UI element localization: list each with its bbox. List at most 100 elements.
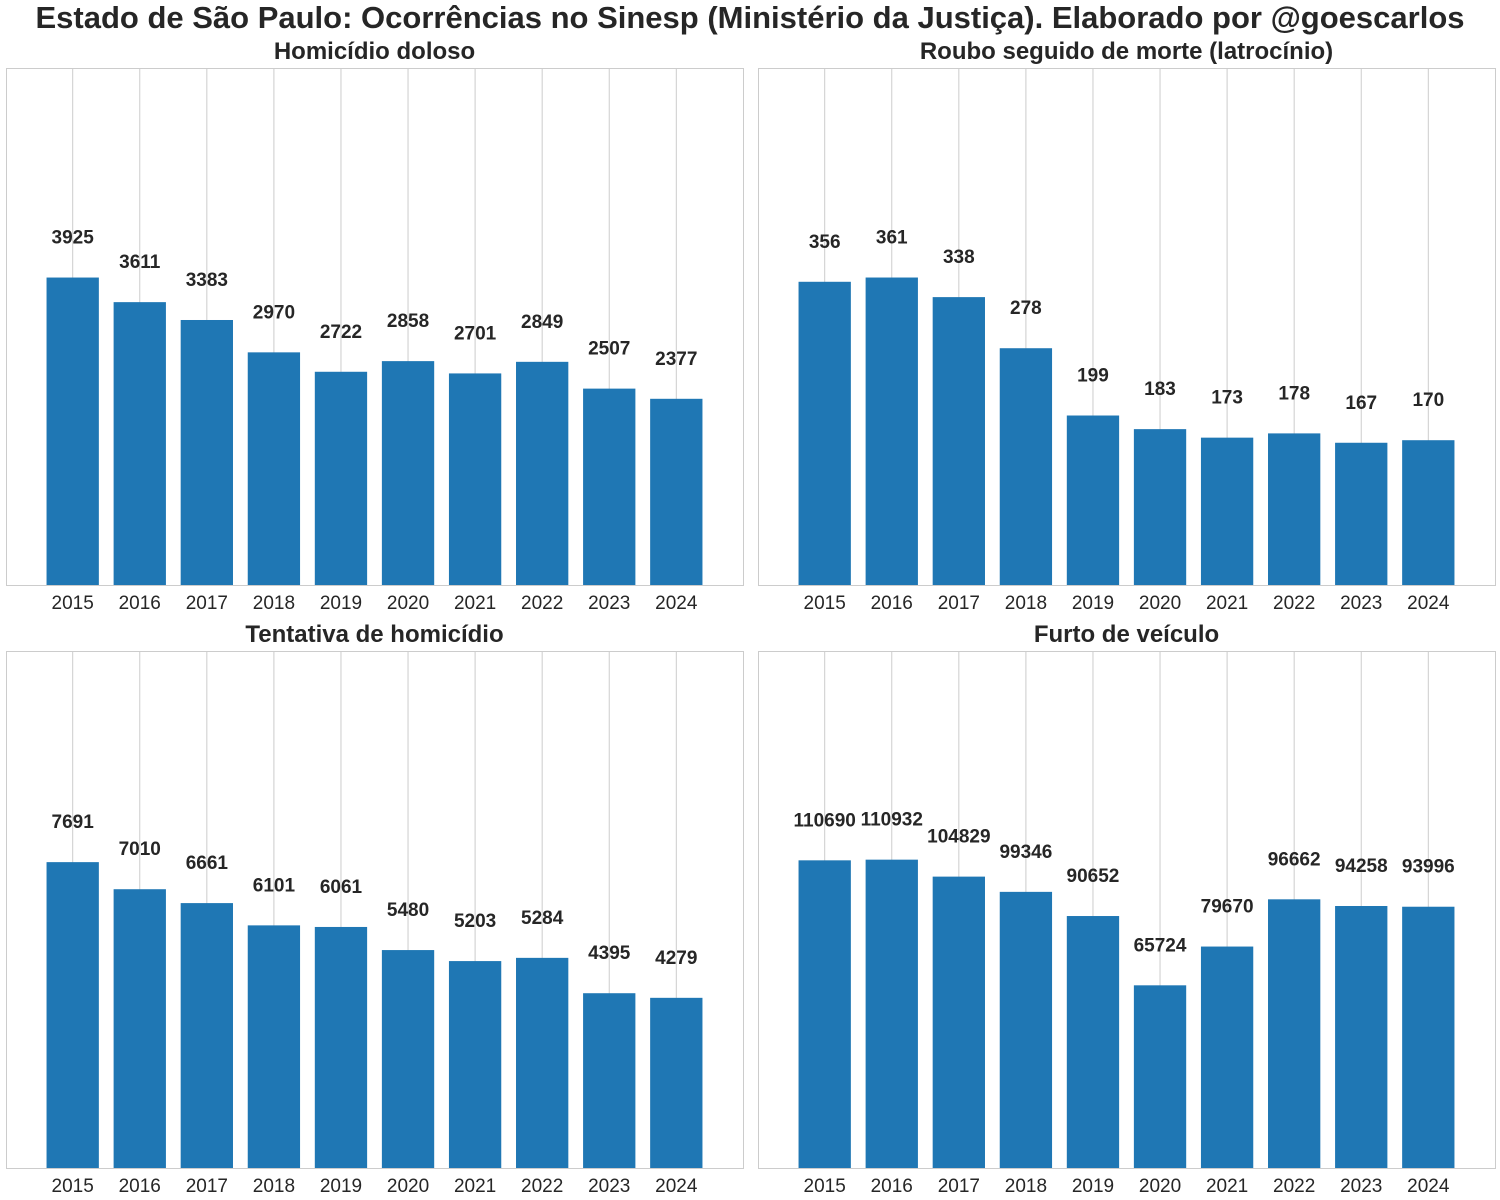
bar-latrocinio-2019 bbox=[1066, 415, 1120, 585]
x-tick-label-homicidio-doloso-2020: 2020 bbox=[387, 593, 429, 614]
data-label-homicidio-doloso-2018: 2970 bbox=[253, 302, 295, 323]
data-label-tentativa-homicidio-2023: 4395 bbox=[588, 943, 631, 964]
bar-homicidio-doloso-2023 bbox=[583, 388, 636, 585]
bar-latrocinio-2024 bbox=[1402, 440, 1455, 585]
x-tick-label-tentativa-homicidio-2022: 2022 bbox=[521, 1176, 563, 1197]
data-label-latrocinio-2019: 199 bbox=[1077, 366, 1109, 387]
bar-latrocinio-2023 bbox=[1335, 442, 1388, 585]
data-label-latrocinio-2016: 361 bbox=[876, 228, 908, 249]
bar-homicidio-doloso-2020 bbox=[381, 361, 435, 585]
x-tick-label-tentativa-homicidio-2018: 2018 bbox=[253, 1176, 295, 1197]
chart-panel-latrocinio: 356 2015 361 2016 338 2017 278 2018 199 2019 183 20… bbox=[758, 68, 1496, 614]
data-label-latrocinio-2017: 338 bbox=[943, 247, 975, 268]
x-tick-label-homicidio-doloso-2018: 2018 bbox=[253, 593, 295, 614]
chart-title-latrocinio: Roubo seguido de morte (latrocínio) bbox=[919, 38, 1334, 65]
bar-latrocinio-2018 bbox=[999, 348, 1053, 585]
bar-tentativa-homicidio-2016 bbox=[113, 889, 166, 1168]
x-tick-label-homicidio-doloso-2016: 2016 bbox=[119, 593, 161, 614]
x-tick-label-tentativa-homicidio-2015: 2015 bbox=[52, 1176, 94, 1197]
x-tick-label-furto-veiculo-2022: 2022 bbox=[1273, 1176, 1315, 1197]
bar-tentativa-homicidio-2017 bbox=[180, 903, 233, 1168]
data-label-homicidio-doloso-2023: 2507 bbox=[588, 339, 630, 360]
x-tick-label-tentativa-homicidio-2019: 2019 bbox=[320, 1176, 362, 1197]
bar-tentativa-homicidio-2018 bbox=[247, 925, 301, 1168]
data-label-latrocinio-2024: 170 bbox=[1412, 390, 1444, 411]
x-tick-label-latrocinio-2022: 2022 bbox=[1273, 593, 1315, 614]
bar-homicidio-doloso-2016 bbox=[113, 302, 166, 585]
data-label-tentativa-homicidio-2021: 5203 bbox=[454, 911, 496, 932]
x-tick-label-furto-veiculo-2019: 2019 bbox=[1072, 1176, 1114, 1197]
x-tick-label-tentativa-homicidio-2020: 2020 bbox=[387, 1176, 429, 1197]
chart-title-furto-veiculo: Furto de veículo bbox=[1033, 621, 1220, 648]
data-label-furto-veiculo-2023: 94258 bbox=[1335, 856, 1388, 877]
chart-frame bbox=[6, 68, 744, 586]
x-tick-label-furto-veiculo-2015: 2015 bbox=[804, 1176, 846, 1197]
bar-latrocinio-2020 bbox=[1133, 429, 1187, 585]
bar-homicidio-doloso-2019 bbox=[314, 371, 368, 585]
x-tick-label-furto-veiculo-2016: 2016 bbox=[871, 1176, 913, 1197]
x-tick-label-furto-veiculo-2023: 2023 bbox=[1340, 1176, 1382, 1197]
data-label-tentativa-homicidio-2022: 5284 bbox=[521, 908, 564, 929]
data-label-furto-veiculo-2015: 110690 bbox=[794, 810, 856, 831]
bar-furto-veiculo-2020 bbox=[1133, 985, 1187, 1168]
bar-homicidio-doloso-2021 bbox=[448, 373, 502, 585]
bar-homicidio-doloso-2015 bbox=[46, 277, 99, 585]
data-label-latrocinio-2022: 178 bbox=[1278, 383, 1310, 404]
x-tick-label-homicidio-doloso-2023: 2023 bbox=[588, 593, 630, 614]
data-label-homicidio-doloso-2019: 2722 bbox=[320, 322, 362, 343]
data-label-tentativa-homicidio-2017: 6661 bbox=[186, 853, 229, 874]
bar-tentativa-homicidio-2020 bbox=[381, 950, 435, 1168]
x-tick-label-homicidio-doloso-2017: 2017 bbox=[186, 593, 228, 614]
data-label-tentativa-homicidio-2020: 5480 bbox=[387, 900, 429, 921]
data-label-latrocinio-2021: 173 bbox=[1211, 388, 1243, 409]
x-tick-label-latrocinio-2015: 2015 bbox=[804, 593, 846, 614]
chart-title-tentativa-homicidio: Tentativa de homicídio bbox=[245, 621, 504, 648]
bar-furto-veiculo-2017 bbox=[932, 876, 985, 1168]
chart-panel-furto-veiculo: 110690 2015 110932 2016 104829 2017 99346 2018 9… bbox=[758, 651, 1496, 1197]
bar-tentativa-homicidio-2021 bbox=[448, 961, 502, 1168]
bar-tentativa-homicidio-2019 bbox=[314, 926, 368, 1168]
bar-furto-veiculo-2021 bbox=[1200, 946, 1254, 1168]
x-tick-label-tentativa-homicidio-2016: 2016 bbox=[119, 1176, 161, 1197]
x-tick-label-latrocinio-2016: 2016 bbox=[871, 593, 913, 614]
x-tick-label-latrocinio-2019: 2019 bbox=[1072, 593, 1114, 614]
data-label-furto-veiculo-2022: 96662 bbox=[1268, 849, 1321, 870]
bar-tentativa-homicidio-2022 bbox=[516, 957, 569, 1168]
data-label-homicidio-doloso-2016: 3611 bbox=[119, 252, 161, 273]
bar-homicidio-doloso-2018 bbox=[247, 352, 301, 585]
x-tick-label-tentativa-homicidio-2024: 2024 bbox=[655, 1176, 698, 1197]
x-tick-label-homicidio-doloso-2015: 2015 bbox=[52, 593, 94, 614]
data-label-tentativa-homicidio-2016: 7010 bbox=[119, 839, 161, 860]
bar-homicidio-doloso-2017 bbox=[180, 319, 233, 585]
data-label-furto-veiculo-2024: 93996 bbox=[1402, 857, 1455, 878]
x-tick-label-latrocinio-2020: 2020 bbox=[1139, 593, 1181, 614]
x-tick-label-homicidio-doloso-2019: 2019 bbox=[320, 593, 362, 614]
data-label-latrocinio-2020: 183 bbox=[1144, 379, 1176, 400]
x-tick-label-furto-veiculo-2017: 2017 bbox=[938, 1176, 980, 1197]
bar-latrocinio-2015 bbox=[798, 281, 851, 585]
x-tick-label-latrocinio-2024: 2024 bbox=[1407, 593, 1450, 614]
chart-frame bbox=[758, 68, 1496, 586]
x-tick-label-furto-veiculo-2021: 2021 bbox=[1206, 1176, 1248, 1197]
data-label-latrocinio-2018: 278 bbox=[1010, 298, 1042, 319]
x-tick-label-tentativa-homicidio-2021: 2021 bbox=[454, 1176, 496, 1197]
data-label-tentativa-homicidio-2024: 4279 bbox=[655, 948, 697, 969]
data-label-furto-veiculo-2016: 110932 bbox=[861, 810, 923, 831]
x-tick-label-latrocinio-2017: 2017 bbox=[938, 593, 980, 614]
data-label-furto-veiculo-2021: 79670 bbox=[1201, 897, 1254, 918]
chart-panel-tentativa-homicidio: 7691 2015 7010 2016 6661 2017 6101 2018 6061 2019… bbox=[6, 651, 744, 1197]
x-tick-label-latrocinio-2018: 2018 bbox=[1005, 593, 1047, 614]
data-label-tentativa-homicidio-2015: 7691 bbox=[52, 812, 95, 833]
data-label-homicidio-doloso-2015: 3925 bbox=[52, 228, 95, 249]
bar-furto-veiculo-2023 bbox=[1335, 906, 1388, 1168]
data-label-furto-veiculo-2020: 65724 bbox=[1134, 935, 1187, 956]
data-label-furto-veiculo-2018: 99346 bbox=[999, 842, 1052, 863]
data-label-homicidio-doloso-2017: 3383 bbox=[186, 270, 228, 291]
bar-tentativa-homicidio-2023 bbox=[583, 993, 636, 1168]
bar-tentativa-homicidio-2024 bbox=[650, 997, 703, 1168]
x-tick-label-latrocinio-2023: 2023 bbox=[1340, 593, 1382, 614]
x-tick-label-furto-veiculo-2020: 2020 bbox=[1139, 1176, 1181, 1197]
bar-furto-veiculo-2024 bbox=[1402, 906, 1455, 1168]
figure-title: Estado de São Paulo: Ocorrências no Sine… bbox=[35, 0, 1465, 35]
